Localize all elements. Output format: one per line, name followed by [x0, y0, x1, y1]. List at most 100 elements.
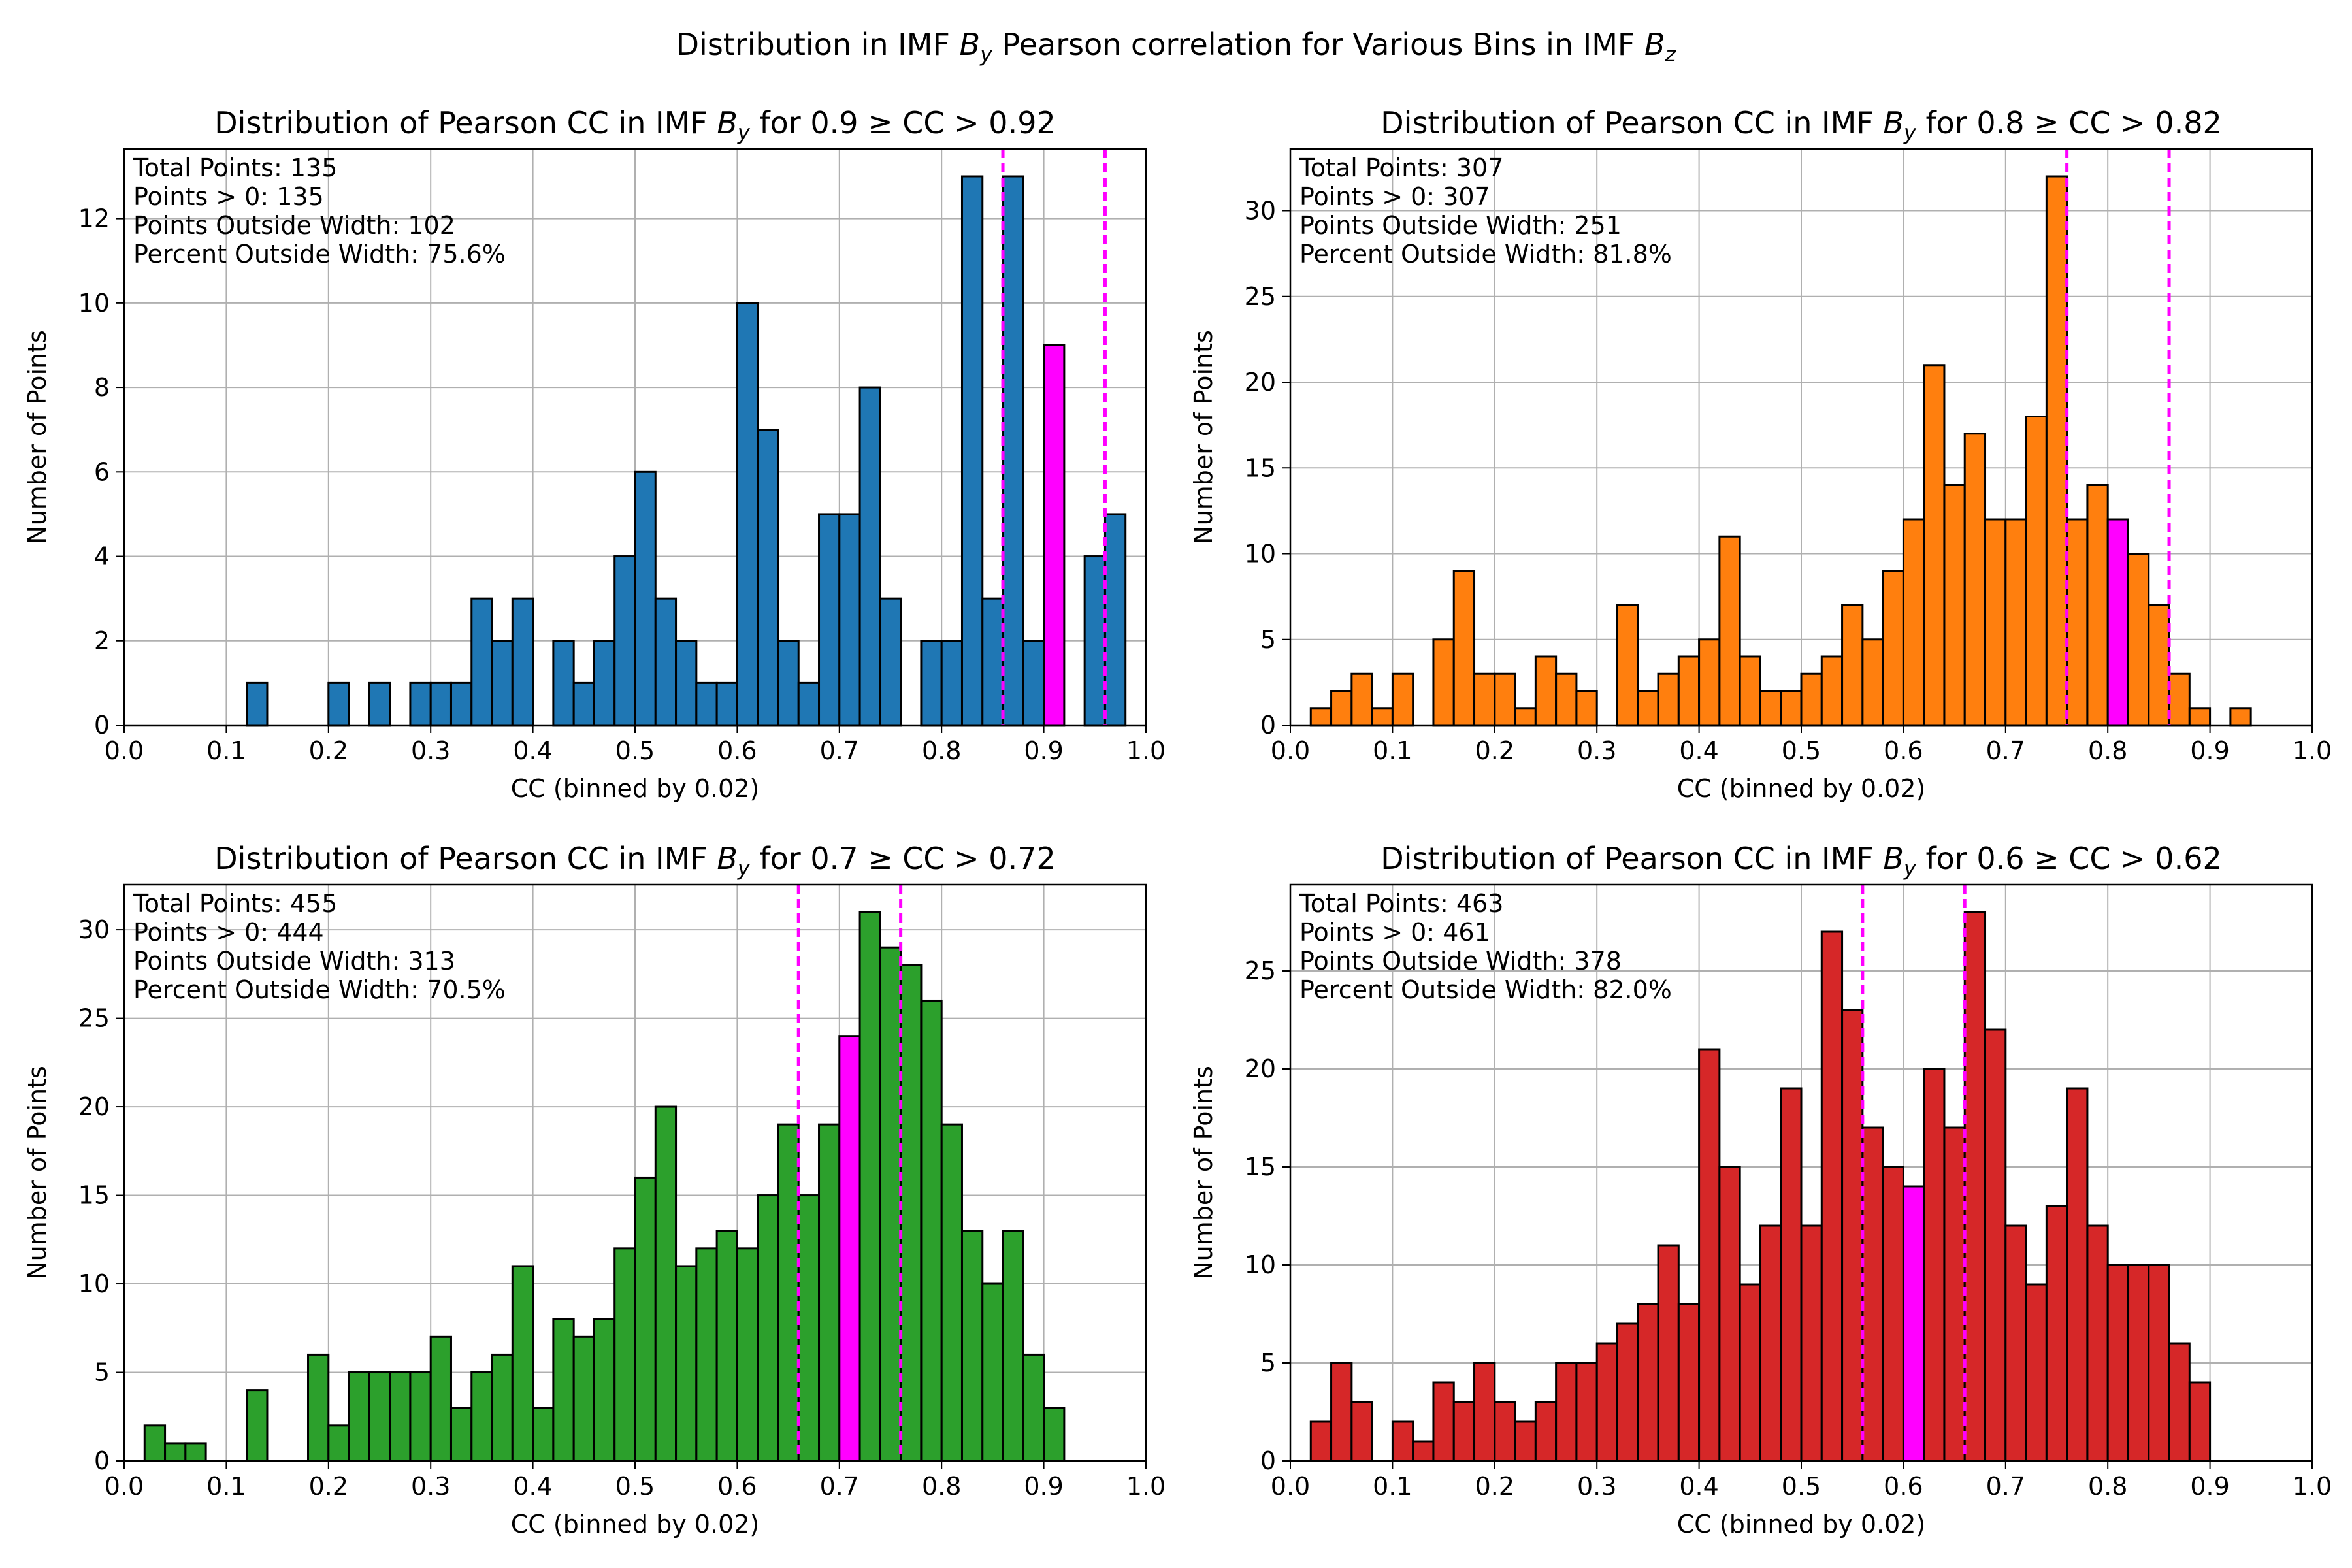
- histogram-bar: [675, 640, 698, 727]
- histogram-bar: [470, 1371, 493, 1462]
- histogram-bar: [593, 1318, 616, 1462]
- y-tick-label: 15: [1245, 1152, 1276, 1181]
- histogram-bar: [1800, 1224, 1823, 1462]
- histogram-bar: [2066, 518, 2089, 727]
- histogram-bar: [1494, 1401, 1516, 1462]
- suptitle-var2-sub: z: [1665, 42, 1677, 67]
- highlighted-bar: [1902, 1185, 1925, 1462]
- histogram-bar: [634, 470, 657, 727]
- x-tick-label: 0.4: [1679, 736, 1718, 765]
- histogram-bar: [572, 1335, 595, 1462]
- histogram-bar: [1759, 690, 1782, 727]
- y-tick-label: 25: [78, 1004, 110, 1033]
- histogram-bar: [777, 1123, 800, 1462]
- x-tick-label: 0.0: [1271, 736, 1310, 765]
- histogram-bar: [1575, 690, 1598, 727]
- x-tick-label: 0.7: [820, 736, 859, 765]
- x-tick-label: 1.0: [1126, 736, 1166, 765]
- highlighted-bar: [838, 1035, 861, 1462]
- histogram-bar: [532, 1407, 555, 1462]
- histogram-bar: [1923, 364, 1946, 727]
- histogram-bar: [1637, 1303, 1659, 1462]
- x-tick-label: 0.7: [1986, 1472, 2025, 1501]
- histogram-bar: [1943, 1126, 1966, 1462]
- histogram-bar: [1103, 513, 1127, 727]
- histogram-bar: [1677, 1303, 1701, 1462]
- histogram-bar: [1452, 570, 1476, 727]
- histogram-bar: [2188, 1381, 2212, 1462]
- histogram-bar: [327, 1424, 350, 1462]
- panel-4-bars: [1309, 911, 2212, 1462]
- histogram-bar: [1309, 707, 1333, 727]
- histogram-bar: [2004, 518, 2027, 727]
- histogram-bar: [920, 640, 943, 727]
- histogram-bar: [470, 597, 493, 727]
- suptitle-var2: B: [1644, 27, 1665, 62]
- histogram-bar: [879, 597, 902, 727]
- histogram-bar: [1494, 672, 1516, 727]
- x-tick-label: 0.3: [411, 736, 450, 765]
- histogram-bar: [613, 555, 636, 727]
- x-tick-label: 0.0: [1271, 1472, 1310, 1501]
- panel-2: 0.0 0.1 0.2 0.3 0.4 0.5 0.6 0.7 0.8 0.9 1.0 0 5 10 15 2…: [1189, 105, 2332, 803]
- histogram-bar: [1330, 690, 1353, 727]
- panel-2-y-axis-label: Number of Points: [1189, 330, 1218, 544]
- stats-line-1: Total Points: 135: [133, 154, 337, 182]
- stats-line-2: Points > 0: 461: [1299, 918, 1490, 947]
- title-suffix: for 0.9 ≥ CC > 0.92: [750, 105, 1056, 140]
- histogram-bar: [1718, 1166, 1741, 1462]
- x-tick-label: 0.0: [105, 736, 144, 765]
- title-variable: B: [717, 841, 738, 876]
- panel-4-y-axis-label: Number of Points: [1189, 1066, 1218, 1280]
- x-tick-label: 0.8: [2088, 1472, 2127, 1501]
- histogram-bar: [429, 681, 452, 727]
- histogram-bar: [368, 681, 391, 727]
- histogram-bar: [2148, 604, 2170, 727]
- title-variable-subscript: y: [1903, 120, 1917, 145]
- panel-2-bars: [1309, 175, 2252, 727]
- histogram-bar: [1473, 672, 1496, 727]
- y-tick-label: 0: [1260, 711, 1276, 740]
- y-tick-label: 2: [94, 627, 110, 655]
- y-tick-label: 5: [1260, 625, 1276, 654]
- x-tick-label: 1.0: [2293, 1472, 2332, 1501]
- title-variable: B: [1883, 105, 1904, 140]
- histogram-bar: [1984, 1028, 2007, 1462]
- panel-1-x-axis-label: CC (binned by 0.02): [511, 774, 760, 803]
- histogram-bar: [818, 1123, 841, 1462]
- stats-line-1: Total Points: 307: [1299, 154, 1503, 182]
- histogram-bar: [1514, 1420, 1537, 1462]
- suptitle-prefix: Distribution in IMF: [676, 27, 960, 62]
- y-tick-label: 15: [1245, 453, 1276, 482]
- histogram-bar: [858, 911, 881, 1462]
- histogram-bar: [1820, 930, 1844, 1462]
- histogram-bar: [409, 1371, 432, 1462]
- title-prefix: Distribution of Pearson CC in IMF: [214, 105, 717, 140]
- x-tick-label: 0.1: [206, 736, 246, 765]
- histogram-bar: [246, 1389, 269, 1462]
- y-tick-label: 10: [78, 289, 110, 318]
- histogram-bar: [2188, 707, 2212, 727]
- stats-line-4: Percent Outside Width: 82.0%: [1299, 975, 1672, 1004]
- histogram-bar: [2168, 1342, 2191, 1462]
- x-tick-label: 0.3: [1577, 1472, 1616, 1501]
- x-tick-label: 0.9: [1024, 736, 1063, 765]
- stats-line-2: Points > 0: 135: [133, 182, 324, 211]
- panel-4-title: Distribution of Pearson CC in IMF By for…: [1380, 841, 2221, 881]
- histogram-bar: [1432, 638, 1455, 727]
- x-tick-label: 0.5: [615, 1472, 655, 1501]
- x-tick-label: 0.8: [2088, 736, 2127, 765]
- panel-1-bars: [246, 175, 1127, 727]
- histogram-bar: [1984, 518, 2007, 727]
- title-variable-subscript: y: [737, 856, 751, 881]
- histogram-bar: [1616, 604, 1639, 727]
- histogram-bar: [2148, 1264, 2170, 1462]
- x-tick-label: 0.6: [717, 736, 757, 765]
- histogram-bar: [1657, 672, 1680, 727]
- y-tick-label: 5: [94, 1358, 110, 1387]
- histogram-bar: [552, 640, 575, 727]
- histogram-bar: [797, 1194, 821, 1462]
- title-prefix: Distribution of Pearson CC in IMF: [1380, 105, 1883, 140]
- histogram-bar: [1555, 1362, 1578, 1462]
- histogram-bar: [900, 964, 923, 1462]
